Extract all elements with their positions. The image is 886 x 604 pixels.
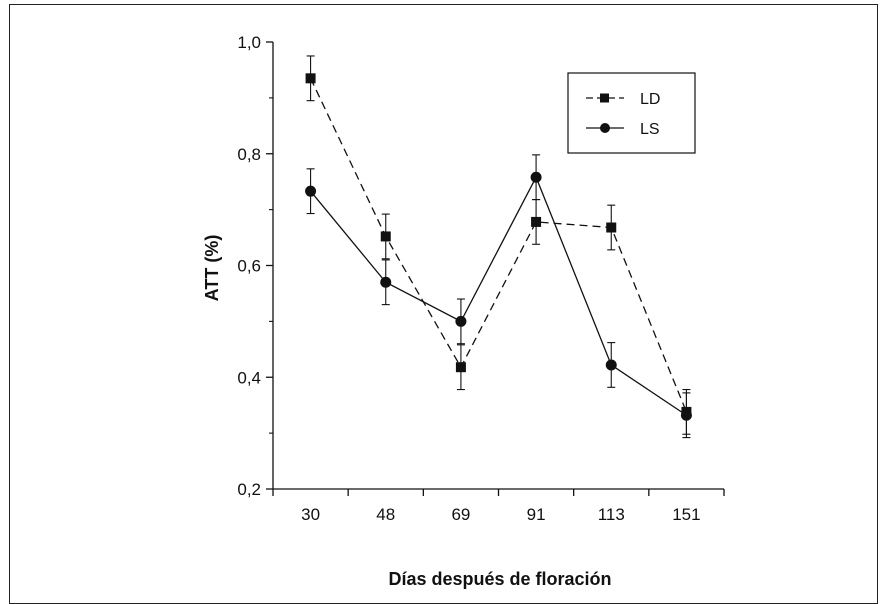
y-tick-label: 1,0 xyxy=(237,33,261,52)
data-point-ls xyxy=(680,409,692,421)
data-point-ls xyxy=(605,359,617,371)
data-point-ld xyxy=(305,73,316,84)
data-point-ld xyxy=(606,222,617,233)
series-line-ld xyxy=(309,78,688,413)
y-tick-label: 0,6 xyxy=(237,257,261,276)
data-point-ld xyxy=(455,362,466,373)
axes: 0,2 0,4 0,6 0,8 1,0 30 48 69 91 113 151 xyxy=(237,33,725,524)
y-ticks: 0,2 0,4 0,6 0,8 1,0 xyxy=(237,33,273,499)
data-point-ld xyxy=(531,216,542,227)
data-point-ld xyxy=(380,231,391,242)
data-point-ls xyxy=(305,185,317,197)
x-tick-label: 30 xyxy=(301,505,320,524)
legend-marker xyxy=(600,93,609,103)
legend-box xyxy=(567,72,696,154)
x-axis-title: Días después de floración xyxy=(388,569,611,589)
series-layer xyxy=(305,55,692,439)
data-point-ls xyxy=(455,315,467,327)
x-tick-label: 151 xyxy=(672,505,700,524)
legend-item-ld: LD xyxy=(586,91,660,108)
legend-marker xyxy=(600,123,610,133)
series-ld xyxy=(305,55,692,435)
x-tick-label: 48 xyxy=(376,505,395,524)
y-tick-label: 0,8 xyxy=(237,145,261,164)
x-tick-label: 69 xyxy=(451,505,470,524)
x-tick-label: 91 xyxy=(527,505,546,524)
legend-label: LS xyxy=(640,121,660,138)
legend-label: LD xyxy=(640,91,660,108)
figure-frame xyxy=(9,4,878,604)
x-tick-label: 113 xyxy=(598,505,625,524)
data-point-ls xyxy=(530,171,542,183)
data-point-ls xyxy=(380,276,392,288)
x-ticks: 30 48 69 91 113 151 xyxy=(272,489,725,524)
series-line-ls xyxy=(310,175,687,416)
y-tick-label: 0,4 xyxy=(237,368,261,387)
legend: LD LS xyxy=(567,72,696,154)
y-axis-title: ATT (%) xyxy=(202,235,222,302)
legend-item-ls: LS xyxy=(586,121,660,138)
series-ls xyxy=(305,154,692,439)
y-tick-label: 0,2 xyxy=(237,480,261,499)
